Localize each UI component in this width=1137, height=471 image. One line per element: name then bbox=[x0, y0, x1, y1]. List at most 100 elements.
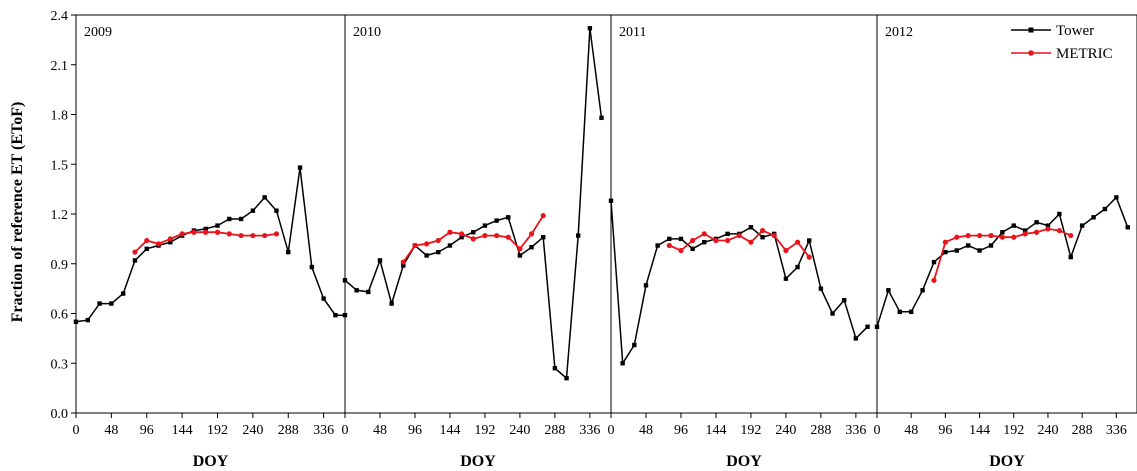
data-point-tower bbox=[333, 312, 338, 318]
data-point-tower bbox=[977, 248, 982, 253]
data-point-tower bbox=[954, 248, 959, 253]
data-point-tower bbox=[655, 243, 660, 248]
x-tick-label: 144 bbox=[172, 423, 193, 438]
x-tick-label: 288 bbox=[1072, 423, 1093, 438]
y-tick-label: 0.3 bbox=[51, 357, 69, 372]
x-tick-label: 144 bbox=[705, 423, 726, 438]
x-tick-label: 96 bbox=[938, 423, 952, 438]
x-tick-label: 48 bbox=[104, 423, 118, 438]
data-point-tower bbox=[494, 218, 499, 223]
x-tick-label: 288 bbox=[810, 423, 831, 438]
x-tick-label: 192 bbox=[740, 423, 761, 438]
data-point-tower bbox=[576, 233, 581, 238]
data-point-tower bbox=[632, 342, 637, 348]
data-point-metric bbox=[1033, 229, 1040, 235]
data-point-metric bbox=[412, 242, 418, 249]
data-point-metric bbox=[806, 254, 812, 260]
data-point-tower bbox=[482, 223, 488, 228]
data-point-tower bbox=[506, 215, 511, 220]
x-tick-label: 336 bbox=[579, 423, 600, 438]
x-tick-label: 48 bbox=[639, 423, 653, 438]
data-point-metric bbox=[203, 229, 209, 235]
data-point-tower bbox=[168, 239, 173, 245]
data-point-tower bbox=[436, 249, 441, 255]
x-tick-label: 0 bbox=[73, 423, 80, 438]
data-point-tower bbox=[1000, 230, 1005, 235]
data-point-tower bbox=[748, 225, 754, 230]
data-point-tower bbox=[988, 243, 994, 248]
data-point-tower bbox=[690, 246, 695, 252]
data-point-tower bbox=[818, 286, 824, 291]
data-point-tower bbox=[85, 317, 90, 323]
panel-frame bbox=[344, 14, 612, 414]
data-point-tower bbox=[132, 258, 138, 263]
data-point-metric bbox=[794, 239, 801, 245]
series-line-tower bbox=[344, 28, 603, 380]
data-point-tower bbox=[1102, 206, 1108, 212]
x-tick-label: 96 bbox=[140, 423, 154, 438]
data-point-tower bbox=[865, 324, 870, 329]
data-point-metric bbox=[482, 232, 488, 239]
data-point-tower bbox=[389, 301, 394, 306]
data-point-metric bbox=[1045, 226, 1051, 232]
data-point-tower bbox=[853, 336, 859, 341]
data-point-metric bbox=[470, 236, 476, 242]
x-tick-label: 240 bbox=[509, 423, 530, 438]
data-point-tower bbox=[120, 291, 126, 296]
x-tick-label: 192 bbox=[474, 423, 495, 438]
data-point-metric bbox=[459, 231, 465, 237]
panel-label: 2011 bbox=[619, 25, 646, 40]
data-point-metric bbox=[666, 242, 672, 249]
data-point-tower bbox=[1011, 223, 1016, 228]
x-tick-label: 48 bbox=[373, 423, 387, 438]
y-tick-label: 0.0 bbox=[51, 407, 69, 422]
legend-label: Tower bbox=[1056, 23, 1094, 39]
data-point-tower bbox=[620, 361, 625, 366]
data-point-tower bbox=[227, 216, 232, 222]
legend-marker bbox=[1028, 50, 1034, 56]
panel-label: 2010 bbox=[353, 25, 381, 40]
data-point-metric bbox=[988, 232, 994, 239]
data-point-tower bbox=[97, 301, 102, 306]
data-point-metric bbox=[505, 234, 511, 240]
data-point-tower bbox=[564, 375, 569, 381]
data-point-metric bbox=[999, 234, 1005, 240]
data-point-tower bbox=[678, 236, 684, 242]
data-point-metric bbox=[214, 229, 221, 235]
data-point-metric bbox=[273, 231, 280, 237]
data-point-metric bbox=[954, 234, 960, 240]
legend-marker bbox=[1028, 27, 1034, 33]
data-point-metric bbox=[517, 246, 523, 252]
data-point-tower bbox=[783, 276, 789, 281]
data-point-tower bbox=[447, 243, 453, 248]
panel-frame bbox=[75, 14, 346, 414]
data-point-tower bbox=[702, 239, 707, 245]
data-point-tower bbox=[874, 324, 880, 329]
y-tick-label: 2.1 bbox=[51, 59, 69, 74]
series-line-tower bbox=[610, 200, 869, 366]
data-point-metric bbox=[771, 232, 777, 239]
data-point-metric bbox=[1022, 231, 1028, 237]
data-point-tower bbox=[795, 264, 800, 270]
data-point-tower bbox=[321, 296, 326, 301]
data-point-tower bbox=[725, 231, 730, 237]
legend-label: METRIC bbox=[1056, 46, 1113, 62]
data-point-tower bbox=[842, 298, 847, 303]
data-point-metric bbox=[144, 237, 150, 244]
data-point-metric bbox=[167, 236, 173, 242]
y-tick-label: 2.4 bbox=[51, 9, 69, 24]
panel-frame bbox=[610, 14, 878, 414]
x-tick-label: 96 bbox=[408, 423, 422, 438]
data-point-metric bbox=[226, 231, 232, 237]
series-line-tower bbox=[75, 167, 345, 323]
data-point-tower bbox=[286, 249, 291, 255]
data-point-metric bbox=[493, 232, 500, 239]
data-point-tower bbox=[807, 238, 812, 243]
data-point-tower bbox=[920, 288, 925, 293]
data-point-metric bbox=[191, 229, 197, 235]
x-tick-label: 240 bbox=[1037, 423, 1058, 438]
data-point-tower bbox=[886, 288, 891, 293]
data-point-tower bbox=[424, 253, 429, 258]
x-axis-title: DOY bbox=[726, 453, 762, 470]
